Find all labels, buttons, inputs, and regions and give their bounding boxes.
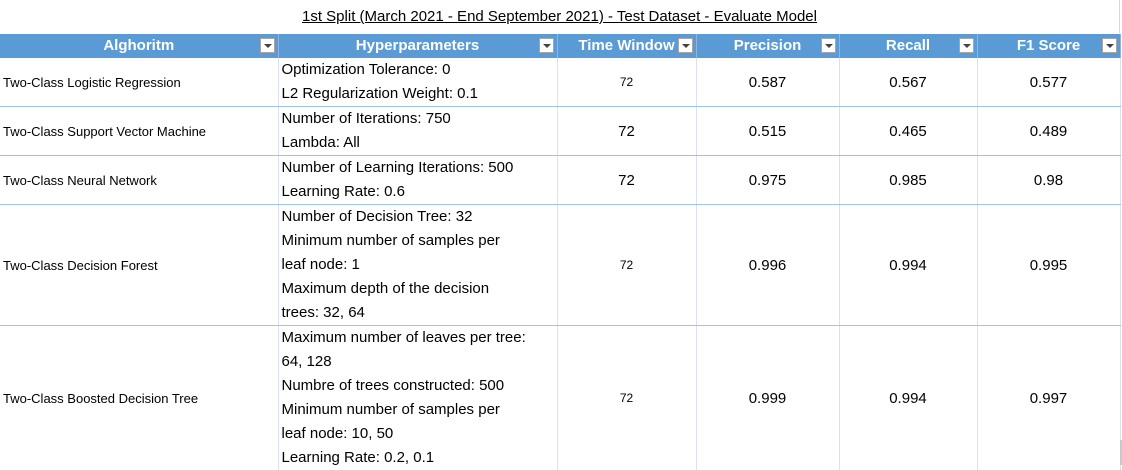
f1-score-cell[interactable]: 0.489 [977, 107, 1120, 156]
filter-dropdown-icon[interactable] [678, 38, 693, 53]
hyperparameter-line: Number of Iterations: 750 [282, 107, 557, 131]
precision-cell[interactable]: 0.515 [696, 107, 839, 156]
algorithm-cell[interactable]: Two-Class Decision Forest [0, 205, 278, 326]
filter-dropdown-icon[interactable] [821, 38, 836, 53]
recall-cell[interactable]: 0.567 [839, 58, 977, 107]
f1-score-cell[interactable]: 0.577 [977, 58, 1120, 107]
table-row: Two-Class Boosted Decision Tree Maximum … [0, 326, 1120, 470]
hyperparameter-line: Learning Rate: 0.2, 0.1 [282, 446, 557, 470]
algorithm-cell[interactable]: Two-Class Support Vector Machine [0, 107, 278, 156]
header-precision: Precision [696, 34, 839, 58]
header-row: Alghoritm Hyperparameters Time Window Pr… [0, 34, 1120, 58]
hyperparameters-cell[interactable]: Optimization Tolerance: 0 L2 Regularizat… [278, 58, 557, 107]
hyperparameter-line: Numbre of trees constructed: 500 [282, 374, 557, 398]
hyperparameter-line: Minimum number of samples per [282, 229, 557, 253]
time-window-cell[interactable]: 72 [557, 58, 696, 107]
filter-dropdown-icon[interactable] [260, 38, 275, 53]
hyperparameter-line: Number of Decision Tree: 32 [282, 205, 557, 229]
f1-score-cell[interactable]: 0.995 [977, 205, 1120, 326]
header-algorithm: Alghoritm [0, 34, 278, 58]
precision-cell[interactable]: 0.587 [696, 58, 839, 107]
hyperparameter-line: L2 Regularization Weight: 0.1 [282, 82, 557, 106]
recall-cell[interactable]: 0.994 [839, 326, 977, 470]
filter-dropdown-icon[interactable] [539, 38, 554, 53]
hyperparameters-cell[interactable]: Number of Iterations: 750 Lambda: All [278, 107, 557, 156]
precision-cell[interactable]: 0.975 [696, 156, 839, 205]
hyperparameters-cell[interactable]: Maximum number of leaves per tree: 64, 1… [278, 326, 557, 470]
recall-cell[interactable]: 0.985 [839, 156, 977, 205]
hyperparameter-line: Maximum number of leaves per tree: [282, 326, 557, 350]
table-row: Two-Class Decision Forest Number of Deci… [0, 205, 1120, 326]
hyperparameter-line: trees: 32, 64 [282, 301, 557, 325]
algorithm-cell[interactable]: Two-Class Logistic Regression [0, 58, 278, 107]
hyperparameter-line: 64, 128 [282, 350, 557, 374]
time-window-cell[interactable]: 72 [557, 107, 696, 156]
filter-dropdown-icon[interactable] [959, 38, 974, 53]
header-f1-score: F1 Score [977, 34, 1120, 58]
hyperparameter-line: Optimization Tolerance: 0 [282, 58, 557, 82]
header-recall: Recall [839, 34, 977, 58]
table-row: Two-Class Neural Network Number of Learn… [0, 156, 1120, 205]
hyperparameter-line: Learning Rate: 0.6 [282, 180, 557, 204]
hyperparameter-line: leaf node: 10, 50 [282, 422, 557, 446]
hyperparameters-cell[interactable]: Number of Decision Tree: 32 Minimum numb… [278, 205, 557, 326]
precision-cell[interactable]: 0.999 [696, 326, 839, 470]
recall-cell[interactable]: 0.994 [839, 205, 977, 326]
algorithm-cell[interactable]: Two-Class Boosted Decision Tree [0, 326, 278, 470]
table-row: Two-Class Logistic Regression Optimizati… [0, 58, 1120, 107]
time-window-cell[interactable]: 72 [557, 326, 696, 470]
f1-score-cell[interactable]: 0.98 [977, 156, 1120, 205]
time-window-cell[interactable]: 72 [557, 156, 696, 205]
hyperparameter-line: Number of Learning Iterations: 500 [282, 156, 557, 180]
table-row: Two-Class Support Vector Machine Number … [0, 107, 1120, 156]
results-table: Alghoritm Hyperparameters Time Window Pr… [0, 34, 1121, 470]
f1-score-cell[interactable]: 0.997 [977, 326, 1120, 470]
hyperparameter-line: Minimum number of samples per [282, 398, 557, 422]
hyperparameter-line: leaf node: 1 [282, 253, 557, 277]
precision-cell[interactable]: 0.996 [696, 205, 839, 326]
recall-cell[interactable]: 0.465 [839, 107, 977, 156]
filter-dropdown-icon[interactable] [1102, 38, 1117, 53]
header-time-window: Time Window [557, 34, 696, 58]
hyperparameter-line: Lambda: All [282, 131, 557, 155]
algorithm-cell[interactable]: Two-Class Neural Network [0, 156, 278, 205]
hyperparameter-line: Maximum depth of the decision [282, 277, 557, 301]
sheet-title: 1st Split (March 2021 - End September 20… [0, 0, 1120, 33]
hyperparameters-cell[interactable]: Number of Learning Iterations: 500 Learn… [278, 156, 557, 205]
time-window-cell[interactable]: 72 [557, 205, 696, 326]
header-hyperparameters: Hyperparameters [278, 34, 557, 58]
